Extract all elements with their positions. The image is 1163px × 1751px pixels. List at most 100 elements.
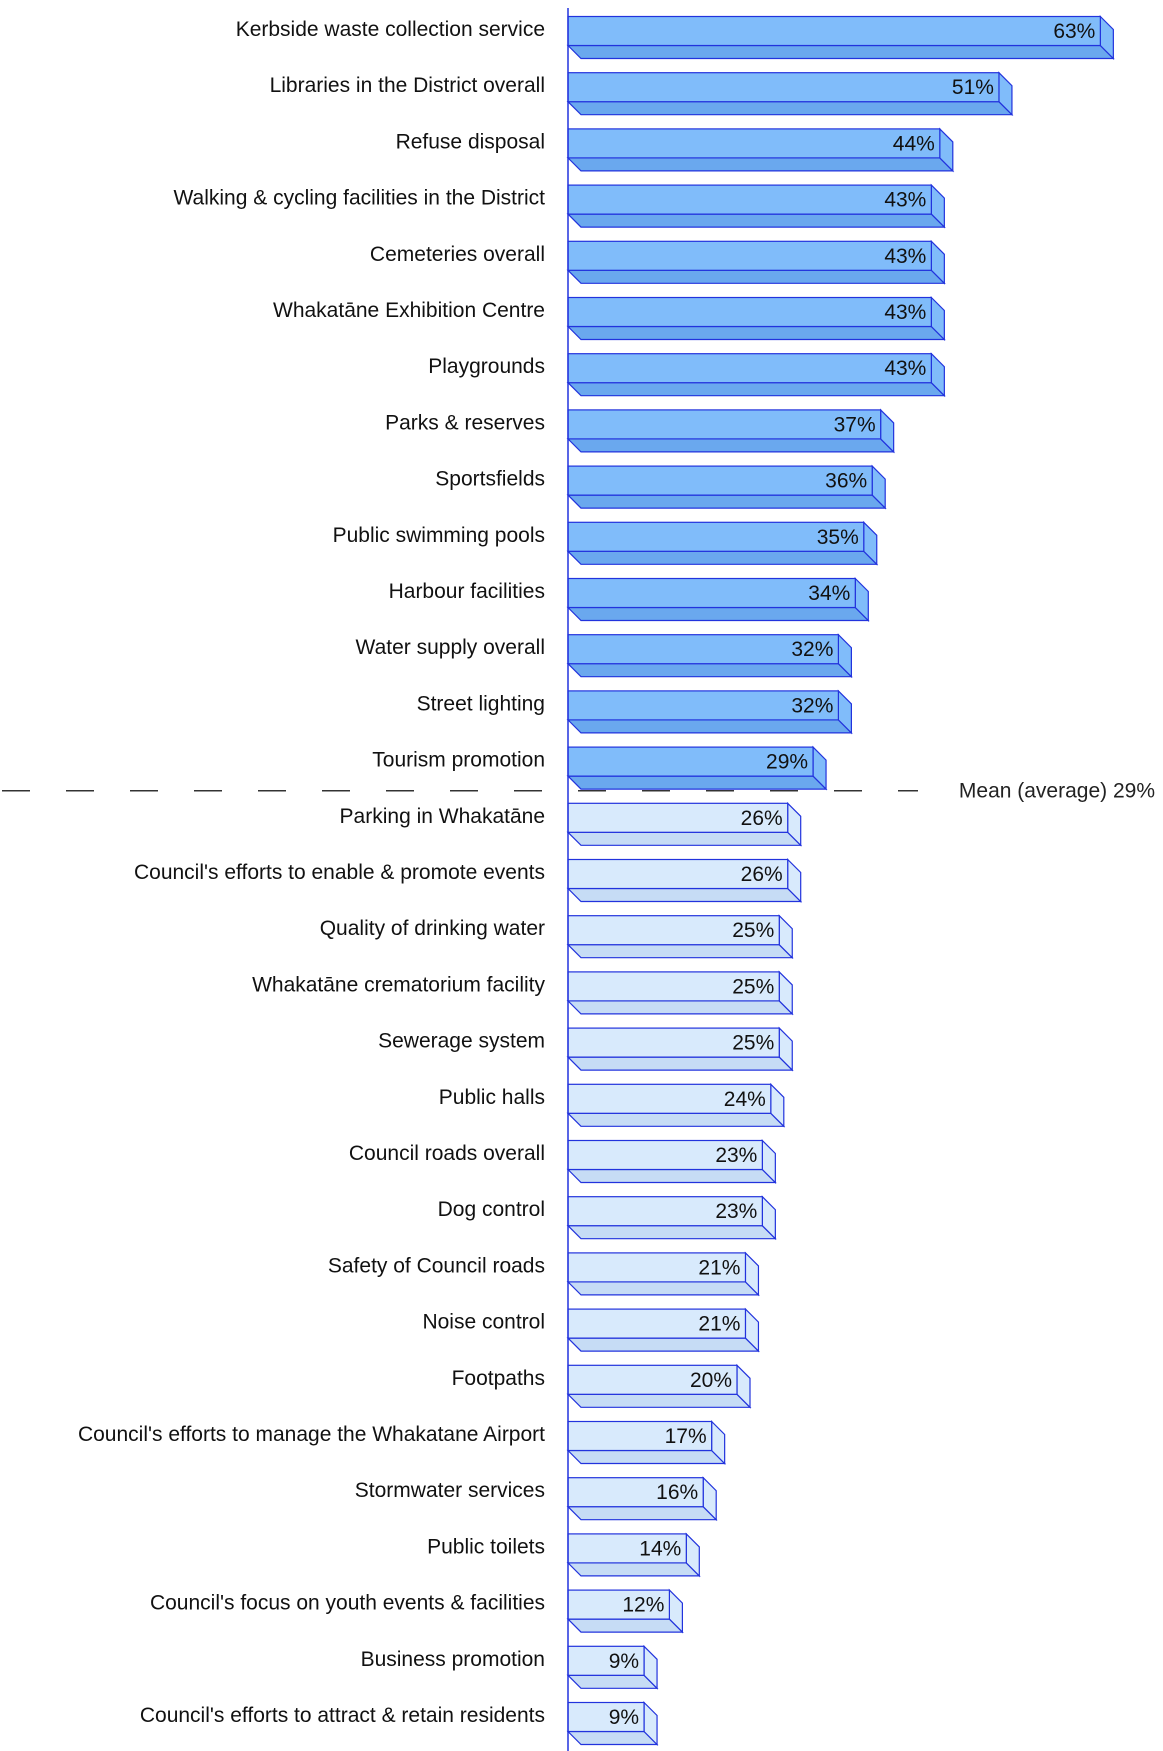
bar xyxy=(567,1308,747,1339)
category-label: Parks & reserves xyxy=(385,411,545,434)
bar-value-label: 21% xyxy=(698,1313,740,1336)
bar-value-label: 43% xyxy=(884,245,926,268)
bar xyxy=(567,577,856,609)
bar-group: 16% Stormwater services xyxy=(355,1476,718,1522)
bar-depth-face xyxy=(566,1506,718,1521)
bar-value-label: 63% xyxy=(1053,20,1095,43)
category-label: Council's efforts to attract & retain re… xyxy=(140,1704,545,1727)
bar-value-label: 25% xyxy=(732,919,774,942)
category-label: Public swimming pools xyxy=(333,524,545,547)
bar-value-label: 23% xyxy=(715,1144,757,1167)
bar-depth-face xyxy=(566,663,853,678)
category-label: Dog control xyxy=(438,1198,545,1221)
category-label: Footpaths xyxy=(452,1367,545,1390)
bar-depth-face xyxy=(566,438,896,453)
bar-value-label: 44% xyxy=(893,132,935,155)
bar-depth-face xyxy=(566,213,946,228)
category-label: Tourism promotion xyxy=(372,749,545,772)
bar-depth-face xyxy=(566,1618,684,1633)
bar-group: 20% Footpaths xyxy=(452,1363,752,1409)
bar-depth-face xyxy=(566,1000,794,1015)
bar xyxy=(567,802,789,833)
bar-group: 32% Water supply overall xyxy=(356,633,853,679)
bar-value-label: 26% xyxy=(741,807,783,830)
bar-value-label: 25% xyxy=(732,975,774,998)
bar-depth-face xyxy=(566,1112,786,1127)
bar xyxy=(567,1420,713,1452)
bar-depth-face xyxy=(566,1281,760,1296)
bar-group: 43% Playgrounds xyxy=(428,352,946,398)
bar xyxy=(567,858,789,890)
bar-depth-face xyxy=(566,1730,659,1746)
bar xyxy=(567,971,780,1002)
bar-value-label: 32% xyxy=(791,638,833,661)
category-label: Council roads overall xyxy=(349,1142,545,1165)
bar-depth-face xyxy=(566,101,1014,116)
mean-line-group: Mean (average) 29% xyxy=(2,780,1155,803)
bar xyxy=(567,690,839,721)
mean-label: Mean (average) 29% xyxy=(959,780,1155,803)
bar-value-label: 24% xyxy=(724,1088,766,1111)
bar xyxy=(567,1645,645,1676)
bar xyxy=(567,72,1000,103)
bar-depth-face xyxy=(566,944,794,959)
bar-depth-face xyxy=(566,1337,760,1352)
bar xyxy=(567,634,839,665)
category-label: Kerbside waste collection service xyxy=(236,18,545,41)
category-label: Public halls xyxy=(439,1086,545,1109)
bar-depth-face xyxy=(566,1674,659,1689)
bar xyxy=(567,296,932,328)
bar-depth-face xyxy=(566,550,879,565)
bar xyxy=(567,746,814,777)
category-label: Harbour facilities xyxy=(389,580,545,603)
bar-value-label: 14% xyxy=(639,1537,681,1560)
category-label: Council's efforts to enable & promote ev… xyxy=(134,861,545,884)
bar-group: 26% Parking in Whakatāne xyxy=(340,801,803,847)
bar-depth-face xyxy=(566,606,870,622)
bar-depth-face xyxy=(566,269,946,284)
category-label: Council's efforts to manage the Whakatan… xyxy=(78,1423,545,1446)
bar-value-label: 17% xyxy=(665,1425,707,1448)
bar-group: 36% Sportsfields xyxy=(435,464,887,510)
bar-group: 9% Council's efforts to attract & retain … xyxy=(140,1701,659,1746)
bar-value-label: 43% xyxy=(884,301,926,324)
bar-group: 12% Council's focus on youth events & fac… xyxy=(150,1588,684,1634)
bar-value-label: 9% xyxy=(609,1650,639,1673)
bar-depth-face xyxy=(566,382,946,397)
category-label: Street lighting xyxy=(417,692,545,715)
bar-value-label: 21% xyxy=(698,1256,740,1279)
bar-value-label: 29% xyxy=(766,751,808,774)
bar xyxy=(567,184,932,215)
category-label: Sewerage system xyxy=(378,1030,545,1053)
bar-group: 51% Libraries in the District overall xyxy=(270,71,1014,117)
bar-group: 43% Cemeteries overall xyxy=(370,239,946,285)
bar-depth-face xyxy=(566,1393,752,1408)
bar-group: 35% Public swimming pools xyxy=(333,520,879,566)
bar-depth-face xyxy=(566,1449,727,1465)
bar-value-label: 35% xyxy=(817,526,859,549)
bar-depth-face xyxy=(566,1056,794,1071)
category-label: Cemeteries overall xyxy=(370,243,545,266)
bar xyxy=(567,240,932,271)
bar-value-label: 9% xyxy=(609,1706,639,1729)
category-label: Public toilets xyxy=(427,1535,545,1558)
category-label: Whakatāne crematorium facility xyxy=(252,973,545,996)
bar xyxy=(567,1477,704,1508)
category-label: Safety of Council roads xyxy=(328,1254,545,1277)
bar-value-label: 26% xyxy=(741,863,783,886)
bar-group: 43% Walking & cycling facilities in the D… xyxy=(174,183,946,229)
bar xyxy=(567,521,865,552)
bar-value-label: 34% xyxy=(808,582,850,605)
category-label: Walking & cycling facilities in the Dist… xyxy=(174,187,546,210)
category-label: Libraries in the District overall xyxy=(270,74,545,97)
category-label: Playgrounds xyxy=(428,355,545,378)
bar-group: 17% Council's efforts to manage the Whaka… xyxy=(78,1420,727,1465)
category-label: Sportsfields xyxy=(435,468,545,491)
bar-value-label: 20% xyxy=(690,1369,732,1392)
bar-depth-face xyxy=(566,1168,777,1184)
bar-group: 26% Council's efforts to enable & promote… xyxy=(134,858,803,903)
bar-depth-face xyxy=(566,494,887,509)
bar-value-label: 43% xyxy=(884,357,926,380)
category-label: Water supply overall xyxy=(356,636,545,659)
